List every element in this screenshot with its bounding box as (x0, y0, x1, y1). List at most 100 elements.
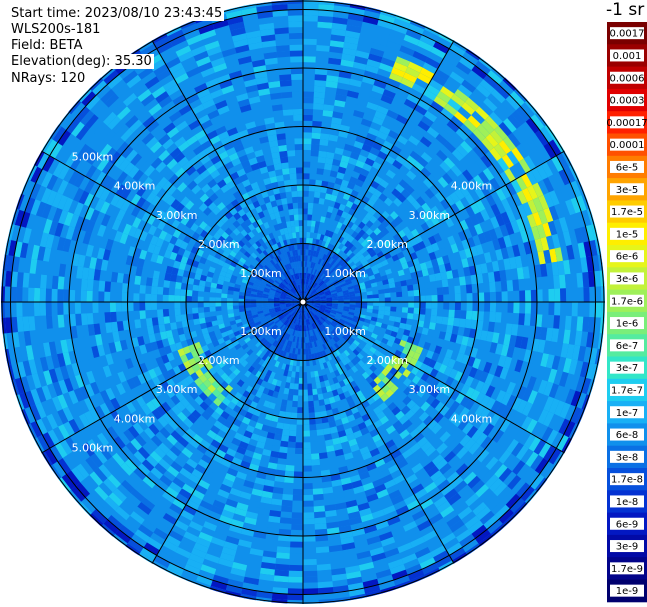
range-gate-cell (445, 206, 455, 218)
range-gate-cell (470, 274, 478, 285)
range-gate-cell (434, 69, 450, 82)
range-gate-cell (115, 302, 122, 312)
range-gate-cell (308, 196, 314, 204)
range-gate-cell (313, 305, 320, 309)
range-gate-cell (321, 121, 332, 129)
range-gate-cell (350, 599, 368, 604)
range-gate-cell (333, 369, 341, 377)
range-gate-cell (308, 279, 312, 286)
range-gate-cell (334, 382, 342, 390)
range-gate-cell (479, 371, 489, 383)
range-gate-cell (299, 354, 303, 361)
range-gate-cell (323, 336, 329, 343)
range-gate-cell (500, 211, 511, 225)
range-gate-cell (347, 270, 354, 276)
range-gate-cell (543, 207, 554, 223)
range-gate-cell (494, 174, 506, 188)
range-gate-cell (325, 306, 332, 310)
range-gate-cell (404, 184, 415, 195)
range-gate-cell (349, 78, 362, 88)
range-gate-cell (483, 97, 498, 112)
range-gate-cell (306, 371, 311, 378)
range-gate-cell (388, 489, 402, 500)
range-gate-cell (317, 319, 323, 325)
range-gate-cell (361, 260, 369, 267)
range-gate-cell (471, 429, 483, 442)
range-gate-cell (311, 459, 321, 466)
range-gate-cell (316, 552, 330, 559)
range-gate-cell (288, 582, 303, 589)
range-gate-cell (311, 309, 317, 314)
range-gate-cell (455, 352, 465, 363)
range-gate-cell (329, 556, 345, 564)
range-gate-cell (313, 494, 324, 501)
range-gate-cell (305, 278, 308, 285)
range-gate-cell (349, 516, 362, 526)
range-gate-cell (314, 221, 320, 228)
range-gate-cell (445, 386, 455, 398)
range-gate-cell (350, 0, 368, 5)
range-gate-cell (1, 333, 3, 351)
range-gate-cell (464, 319, 472, 329)
range-gate-cell (382, 140, 394, 150)
range-gate-cell (314, 283, 319, 289)
range-gate-cell (209, 297, 216, 302)
range-gate-cell (463, 438, 476, 451)
range-gate-cell (476, 466, 490, 480)
range-gate-cell (423, 131, 436, 143)
range-gate-cell (303, 512, 315, 519)
range-gate-cell (406, 499, 420, 511)
range-gate-cell (525, 290, 532, 302)
range-gate-cell (576, 195, 587, 212)
range-gate-cell (369, 447, 380, 457)
range-gate-cell (388, 558, 404, 570)
range-gate-cell (34, 315, 42, 331)
range-gate-cell (314, 303, 321, 305)
range-gate-cell (304, 307, 307, 314)
range-gate-cell (326, 224, 333, 231)
range-gate-cell (425, 288, 432, 296)
range-gate-cell (454, 293, 461, 302)
range-gate-cell (293, 383, 299, 390)
range-gate-cell (406, 278, 413, 286)
range-gate-cell (476, 449, 490, 463)
range-gate-cell (325, 308, 332, 311)
range-gate-cell (324, 193, 332, 201)
range-gate-cell (403, 558, 420, 570)
range-gate-cell (337, 293, 344, 297)
range-gate-cell (203, 306, 210, 313)
range-gate-cell (517, 348, 527, 361)
range-gate-cell (274, 569, 289, 577)
range-gate-cell (180, 289, 187, 296)
range-gate-cell (306, 306, 312, 311)
range-gate-cell (328, 134, 339, 142)
range-gate-cell (401, 312, 408, 319)
range-gate-cell (324, 290, 331, 294)
range-gate-cell (284, 476, 294, 484)
range-gate-cell (520, 173, 533, 188)
range-gate-cell (336, 221, 343, 229)
range-gate-cell (537, 339, 546, 354)
range-gate-cell (308, 406, 315, 413)
range-gate-cell (307, 294, 313, 299)
range-gate-cell (417, 99, 431, 111)
range-gate-cell (293, 342, 297, 349)
range-gate-cell (447, 439, 460, 451)
range-gate-cell (422, 503, 437, 515)
range-gate-cell (305, 249, 309, 256)
range-gate-cell (296, 360, 300, 367)
range-gate-cell (431, 258, 439, 268)
range-gate-cell (330, 338, 337, 345)
range-gate-cell (303, 243, 307, 250)
range-gate-cell (385, 223, 394, 233)
range-gate-cell (436, 442, 448, 455)
range-gate-cell (308, 300, 315, 302)
range-gate-cell (315, 263, 320, 270)
range-gate-cell (431, 242, 440, 252)
range-gate-cell (372, 235, 381, 244)
range-gate-cell (328, 315, 335, 320)
range-gate-cell (281, 399, 288, 406)
range-gate-cell (393, 337, 402, 345)
range-gate-cell (414, 295, 420, 302)
